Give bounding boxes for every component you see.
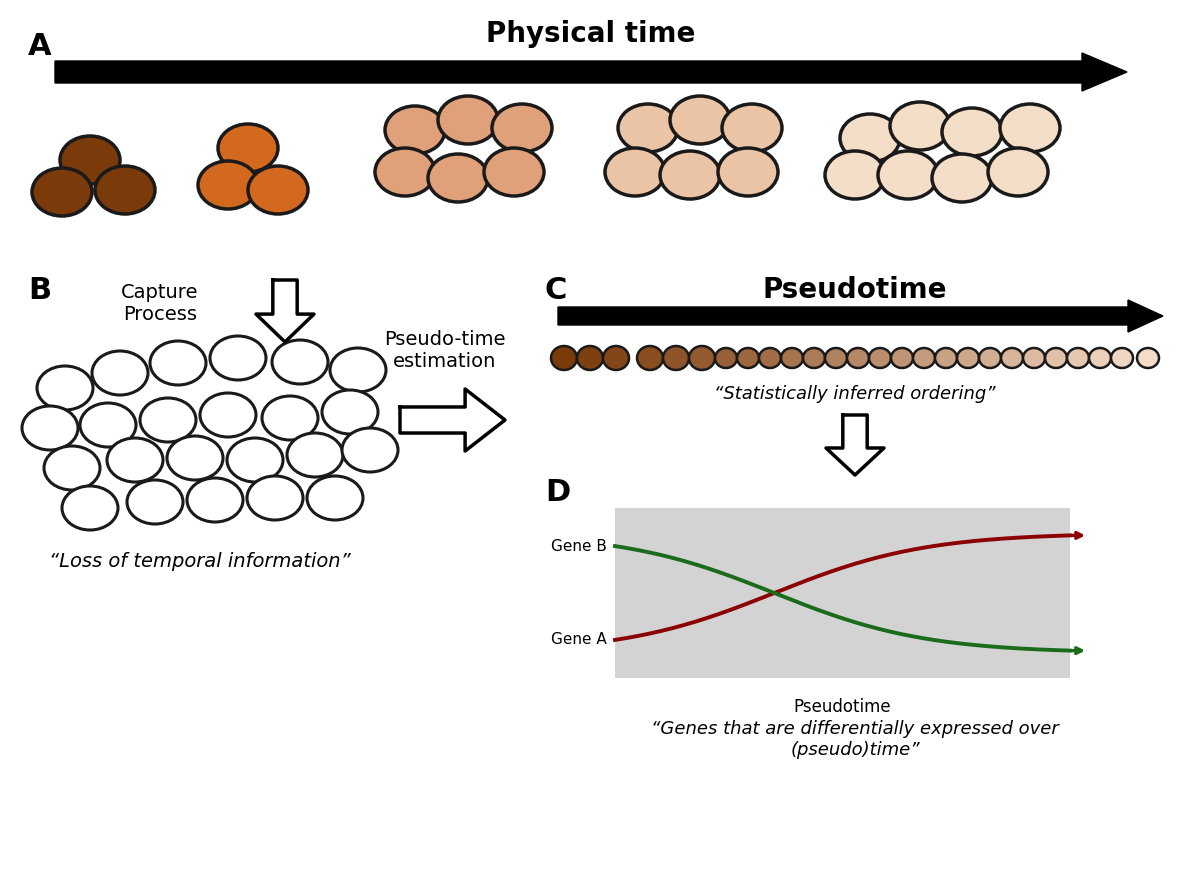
Ellipse shape (80, 403, 136, 447)
Ellipse shape (61, 486, 118, 530)
Ellipse shape (307, 476, 363, 520)
Ellipse shape (210, 336, 266, 380)
Ellipse shape (375, 148, 435, 196)
Ellipse shape (150, 341, 206, 385)
Ellipse shape (483, 148, 544, 196)
Ellipse shape (637, 346, 663, 370)
Ellipse shape (287, 433, 343, 477)
Ellipse shape (670, 96, 730, 144)
Ellipse shape (957, 348, 979, 368)
Ellipse shape (890, 102, 950, 150)
Text: “Loss of temporal information”: “Loss of temporal information” (50, 552, 351, 571)
Ellipse shape (1045, 348, 1067, 368)
Ellipse shape (660, 151, 720, 199)
Ellipse shape (551, 346, 577, 370)
Text: Physical time: Physical time (486, 20, 696, 48)
Ellipse shape (262, 396, 318, 440)
Ellipse shape (825, 348, 847, 368)
Ellipse shape (32, 168, 92, 216)
Text: Pseudotime: Pseudotime (793, 698, 891, 716)
Ellipse shape (715, 348, 738, 368)
Text: “Statistically inferred ordering”: “Statistically inferred ordering” (714, 385, 995, 403)
Text: B: B (28, 276, 51, 305)
Text: Gene B: Gene B (551, 538, 608, 553)
Ellipse shape (44, 446, 100, 490)
Text: C: C (545, 276, 567, 305)
Ellipse shape (577, 346, 603, 370)
Ellipse shape (603, 346, 629, 370)
Ellipse shape (891, 348, 913, 368)
Ellipse shape (869, 348, 891, 368)
Ellipse shape (1137, 348, 1160, 368)
Ellipse shape (428, 154, 488, 202)
Ellipse shape (935, 348, 957, 368)
Text: A: A (28, 32, 52, 61)
Polygon shape (273, 280, 297, 314)
Ellipse shape (492, 104, 552, 152)
Ellipse shape (95, 166, 155, 214)
Ellipse shape (663, 346, 689, 370)
Ellipse shape (22, 406, 78, 450)
Text: D: D (545, 478, 570, 507)
Text: Gene A: Gene A (551, 633, 608, 648)
Ellipse shape (825, 151, 885, 199)
Polygon shape (843, 415, 868, 448)
Ellipse shape (931, 154, 992, 202)
Text: Pseudotime: Pseudotime (762, 276, 947, 304)
FancyArrow shape (558, 300, 1163, 332)
Ellipse shape (187, 478, 243, 522)
Ellipse shape (272, 340, 327, 384)
Ellipse shape (618, 104, 678, 152)
Ellipse shape (1111, 348, 1134, 368)
Ellipse shape (322, 390, 378, 434)
Ellipse shape (248, 166, 309, 214)
Ellipse shape (1001, 348, 1022, 368)
Ellipse shape (1022, 348, 1045, 368)
Ellipse shape (722, 104, 782, 152)
Ellipse shape (781, 348, 803, 368)
Ellipse shape (199, 161, 258, 209)
Ellipse shape (139, 398, 196, 442)
Text: Pseudo-time
estimation: Pseudo-time estimation (384, 330, 506, 371)
Ellipse shape (92, 351, 148, 395)
Ellipse shape (200, 393, 256, 437)
Ellipse shape (717, 148, 778, 196)
Ellipse shape (217, 124, 278, 172)
Ellipse shape (247, 476, 303, 520)
Ellipse shape (759, 348, 781, 368)
Ellipse shape (878, 151, 939, 199)
Text: Capture
Process: Capture Process (122, 283, 199, 324)
Ellipse shape (330, 348, 387, 392)
Ellipse shape (126, 480, 183, 524)
Ellipse shape (37, 366, 93, 410)
Ellipse shape (439, 96, 498, 144)
Ellipse shape (227, 438, 282, 482)
Ellipse shape (689, 346, 715, 370)
Ellipse shape (342, 428, 398, 472)
Ellipse shape (979, 348, 1001, 368)
Ellipse shape (60, 136, 121, 184)
Ellipse shape (847, 348, 869, 368)
Polygon shape (400, 389, 505, 451)
Ellipse shape (1000, 104, 1060, 152)
Ellipse shape (1067, 348, 1089, 368)
FancyArrow shape (56, 53, 1126, 91)
Ellipse shape (605, 148, 665, 196)
Ellipse shape (1089, 348, 1111, 368)
Text: “Genes that are differentially expressed over
(pseudo)time”: “Genes that are differentially expressed… (651, 720, 1059, 759)
FancyBboxPatch shape (615, 508, 1070, 678)
Ellipse shape (167, 436, 223, 480)
Ellipse shape (803, 348, 825, 368)
Ellipse shape (385, 106, 444, 154)
Ellipse shape (913, 348, 935, 368)
Polygon shape (826, 448, 884, 475)
Polygon shape (256, 314, 314, 342)
Ellipse shape (840, 114, 900, 162)
Ellipse shape (988, 148, 1048, 196)
Ellipse shape (942, 108, 1002, 156)
Ellipse shape (108, 438, 163, 482)
Ellipse shape (738, 348, 759, 368)
